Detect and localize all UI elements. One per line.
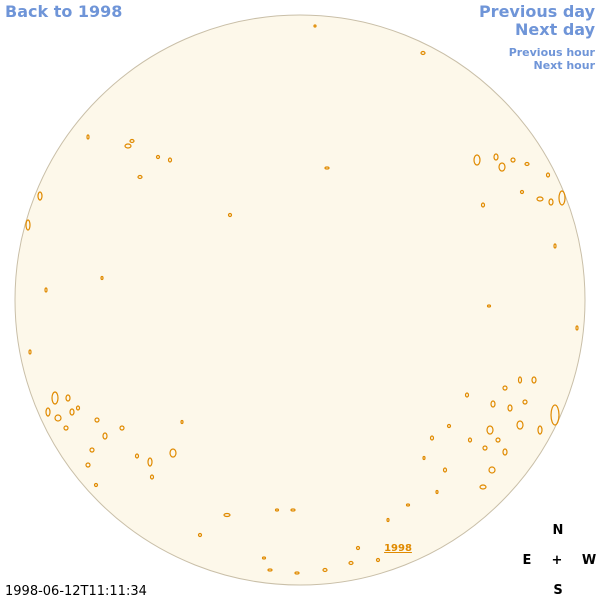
previous-hour-link[interactable]: Previous hour [509,46,596,59]
compass-west: W [582,553,596,568]
solar-disk [14,14,586,586]
compass-center: + [552,553,563,568]
next-hour-link[interactable]: Next hour [534,59,596,72]
next-day-link[interactable]: Next day [515,20,596,39]
compass-north: N [553,523,564,538]
compass-south: S [553,583,562,598]
image-label[interactable]: 1998 [384,543,412,554]
previous-day-link[interactable]: Previous day [479,2,596,21]
timestamp: 1998-06-12T11:11:34 [5,584,147,599]
back-link[interactable]: Back to 1998 [5,2,122,21]
contours [25,24,579,575]
compass-east: E [523,553,532,568]
